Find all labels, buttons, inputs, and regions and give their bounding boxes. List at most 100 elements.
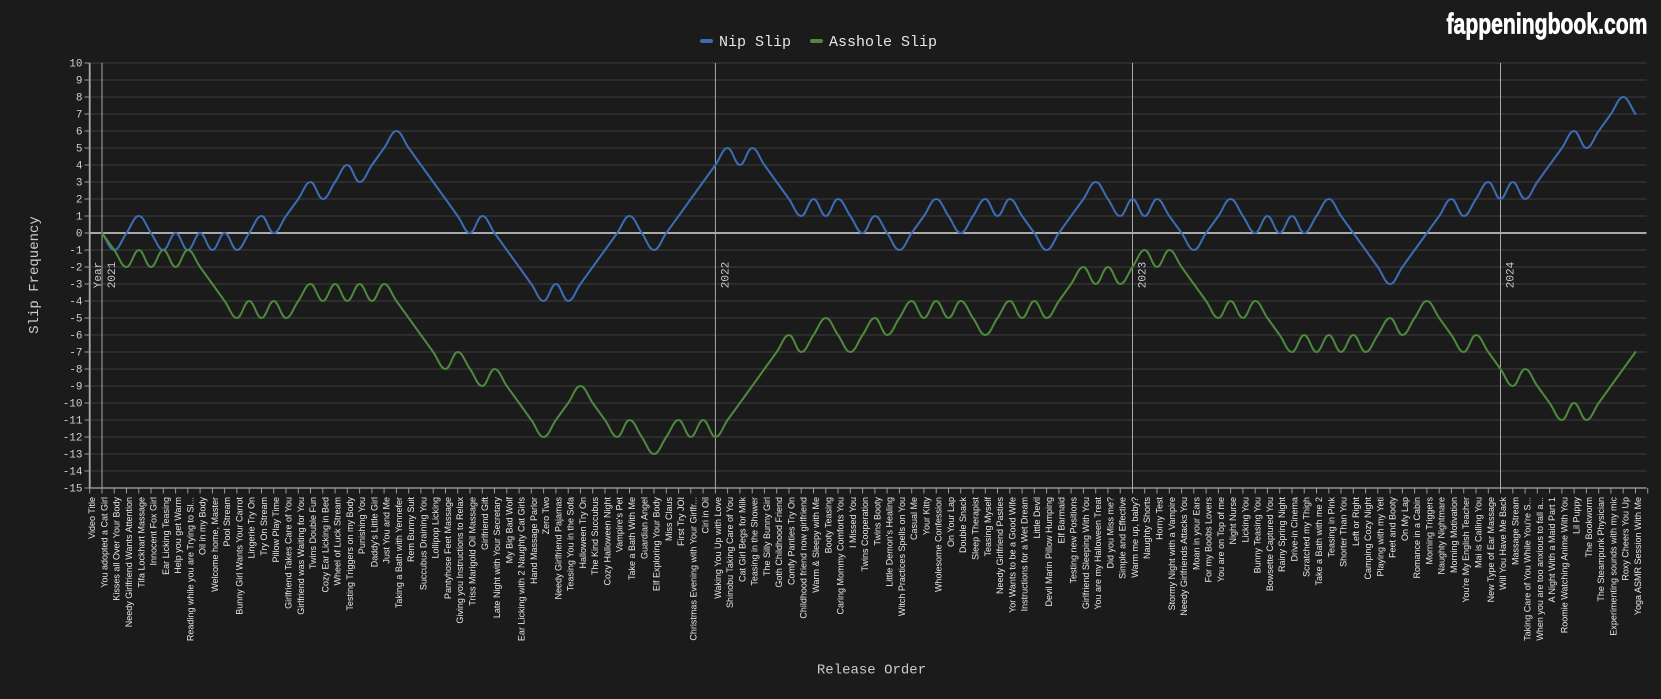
- svg-text:Ear Licking Teasing: Ear Licking Teasing: [161, 497, 171, 575]
- svg-text:Take a Bath With Me: Take a Bath With Me: [627, 497, 637, 580]
- svg-text:A Night With a Maid Part 1: A Night With a Maid Part 1: [1547, 497, 1557, 603]
- svg-text:Welcome home, Master: Welcome home, Master: [210, 497, 220, 592]
- svg-text:Morning Motivation: Morning Motivation: [1449, 497, 1459, 573]
- svg-text:Vampire's Pet: Vampire's Pet: [615, 497, 625, 553]
- svg-text:2023: 2023: [1138, 262, 1150, 288]
- svg-text:The Kind Succubus: The Kind Succubus: [590, 497, 600, 576]
- svg-text:Little Devil: Little Devil: [1032, 497, 1042, 539]
- svg-text:Massage Stream: Massage Stream: [1510, 497, 1520, 565]
- svg-text:I Missed You: I Missed You: [848, 497, 858, 548]
- svg-text:Elf Exploring Your Body: Elf Exploring Your Body: [652, 497, 662, 592]
- svg-text:Asshole Slip: Asshole Slip: [829, 34, 937, 51]
- svg-text:Needy Girlfriend Pajamas: Needy Girlfriend Pajamas: [553, 497, 563, 600]
- svg-text:Daddy's Little Girl: Daddy's Little Girl: [369, 497, 379, 567]
- svg-text:Kisses all Over Your Body: Kisses all Over Your Body: [112, 497, 122, 601]
- svg-text:4: 4: [76, 161, 83, 173]
- svg-text:Innocent Fox Girl: Innocent Fox Girl: [149, 497, 159, 566]
- svg-text:Casual Me: Casual Me: [909, 497, 919, 540]
- svg-text:Licking You: Licking You: [1240, 497, 1250, 543]
- svg-text:Hand Massage Parlor: Hand Massage Parlor: [529, 497, 539, 584]
- svg-text:Pillow Play Time: Pillow Play Time: [271, 497, 281, 563]
- svg-text:Warm me up, baby?: Warm me up, baby?: [1130, 497, 1140, 578]
- svg-text:-1: -1: [69, 246, 83, 258]
- svg-text:Just You and Me: Just You and Me: [382, 497, 392, 564]
- svg-text:Twins Cooperation: Twins Cooperation: [860, 497, 870, 572]
- svg-text:Twins Booty: Twins Booty: [872, 497, 882, 546]
- svg-text:Wheel of Luck Stream: Wheel of Luck Stream: [333, 497, 343, 586]
- svg-text:Horny Test: Horny Test: [1155, 497, 1165, 540]
- svg-text:8: 8: [76, 93, 83, 105]
- svg-text:My Big Bad Wolf: My Big Bad Wolf: [504, 497, 514, 564]
- svg-text:2024: 2024: [1506, 261, 1518, 288]
- svg-text:Girlfriend was Waiting for You: Girlfriend was Waiting for You: [296, 497, 306, 615]
- svg-text:Your Kitty: Your Kitty: [921, 497, 931, 536]
- svg-text:Miss Claus: Miss Claus: [664, 497, 674, 542]
- svg-text:-12: -12: [63, 433, 83, 445]
- svg-text:Rainy Spring Night: Rainy Spring Night: [1277, 497, 1287, 573]
- svg-text:Teasing in the Shower: Teasing in the Shower: [750, 497, 760, 586]
- svg-text:Oil in my Body: Oil in my Body: [198, 497, 208, 556]
- svg-text:9: 9: [76, 76, 83, 88]
- svg-text:Reading while you are Trying t: Reading while you are Trying to Sl...: [185, 497, 195, 641]
- svg-text:2: 2: [76, 195, 83, 207]
- svg-text:The Steampunk Physician: The Steampunk Physician: [1596, 497, 1606, 602]
- svg-text:You adopted a Cat Girl: You adopted a Cat Girl: [100, 497, 110, 588]
- svg-text:Pantyhose Feet Massage: Pantyhose Feet Massage: [443, 497, 453, 599]
- svg-text:On Your Lap: On Your Lap: [946, 497, 956, 547]
- svg-text:Bowsette Captured You: Bowsette Captured You: [1265, 497, 1275, 591]
- svg-text:Did you Miss me?: Did you Miss me?: [1105, 497, 1115, 569]
- svg-text:Tifa Lockhart Massage: Tifa Lockhart Massage: [136, 497, 146, 588]
- svg-text:Halloween Try On: Halloween Try On: [578, 497, 588, 569]
- svg-text:Devil Marin Pillow Humping: Devil Marin Pillow Humping: [1044, 497, 1054, 607]
- svg-text:Succubus Draining You: Succubus Draining You: [418, 497, 428, 590]
- svg-text:-7: -7: [69, 348, 82, 360]
- svg-text:Needy Girlfriend Wants Attenti: Needy Girlfriend Wants Attention: [124, 497, 134, 627]
- svg-text:Teasing Myself: Teasing Myself: [983, 497, 993, 557]
- svg-text:Will You Have Me Back: Will You Have Me Back: [1498, 497, 1508, 591]
- svg-text:Yor Wants to be a Good Wife: Yor Wants to be a Good Wife: [1007, 497, 1017, 613]
- svg-text:Mai is Calling You: Mai is Calling You: [1474, 497, 1484, 568]
- svg-text:Lil Puppy: Lil Puppy: [1572, 497, 1582, 535]
- svg-text:-14: -14: [63, 467, 83, 479]
- svg-text:Testing Triggers on my Body: Testing Triggers on my Body: [345, 497, 355, 611]
- svg-text:When you are too anxious to fa: When you are too anxious to fall a...: [1535, 497, 1545, 641]
- svg-text:Take a Bath with me 2: Take a Bath with me 2: [1314, 497, 1324, 586]
- svg-text:-8: -8: [69, 365, 82, 377]
- svg-text:Bunny Teasing You: Bunny Teasing You: [1253, 497, 1263, 573]
- svg-text:You're My English Teacher: You're My English Teacher: [1461, 497, 1471, 603]
- svg-text:Comfy Panties Try On: Comfy Panties Try On: [787, 497, 797, 585]
- svg-text:6: 6: [76, 127, 83, 139]
- svg-text:Naughty Shorts: Naughty Shorts: [1142, 497, 1152, 560]
- svg-text:Teasing You in the Sofa: Teasing You in the Sofa: [566, 497, 576, 591]
- svg-text:Playing with my Yeti: Playing with my Yeti: [1375, 497, 1385, 577]
- svg-text:Taking a Bath with Yennefer: Taking a Bath with Yennefer: [394, 497, 404, 608]
- svg-text:-5: -5: [69, 314, 82, 326]
- svg-text:-2: -2: [69, 263, 82, 275]
- svg-text:Teasing in Pink: Teasing in Pink: [1326, 497, 1336, 558]
- svg-text:Girlfriend Gift: Girlfriend Gift: [480, 497, 490, 551]
- svg-text:Instructions for a Wet Dream: Instructions for a Wet Dream: [1020, 497, 1030, 611]
- svg-text:Testing new Positions: Testing new Positions: [1069, 497, 1079, 584]
- svg-text:Video Title: Video Title: [87, 497, 97, 539]
- svg-text:Left or Right: Left or Right: [1351, 497, 1361, 547]
- svg-text:The Bookworm: The Bookworm: [1584, 497, 1594, 558]
- svg-text:Night Nurse: Night Nurse: [1228, 497, 1238, 545]
- svg-text:-15: -15: [63, 484, 83, 496]
- svg-text:Scratched my Thigh: Scratched my Thigh: [1302, 497, 1312, 577]
- svg-text:Ciri in Oil: Ciri in Oil: [701, 497, 711, 534]
- svg-text:Girlfriend Takes Care of You: Girlfriend Takes Care of You: [284, 497, 294, 609]
- svg-text:Bunny Girl Wants Your Carrot: Bunny Girl Wants Your Carrot: [234, 497, 244, 615]
- svg-text:2022: 2022: [720, 262, 732, 288]
- svg-text:2021: 2021: [107, 261, 119, 288]
- svg-text:Simple and Effective: Simple and Effective: [1118, 497, 1128, 579]
- svg-text:Needy Girlfriend Pasties: Needy Girlfriend Pasties: [995, 497, 1005, 595]
- svg-text:Drive-in Cinema: Drive-in Cinema: [1290, 497, 1300, 562]
- svg-text:Girlfriend Sleeping With You: Girlfriend Sleeping With You: [1081, 497, 1091, 609]
- svg-text:Shinobu Taking Care of You: Shinobu Taking Care of You: [725, 497, 735, 608]
- svg-text:3: 3: [76, 178, 83, 190]
- svg-text:Booty Teasing: Booty Teasing: [823, 497, 833, 553]
- svg-text:-11: -11: [63, 416, 83, 428]
- svg-text:Yoga ASMR Session With Me: Yoga ASMR Session With Me: [1633, 497, 1643, 615]
- svg-text:Release Order: Release Order: [817, 663, 926, 679]
- svg-text:Slip Frequency: Slip Frequency: [27, 216, 43, 334]
